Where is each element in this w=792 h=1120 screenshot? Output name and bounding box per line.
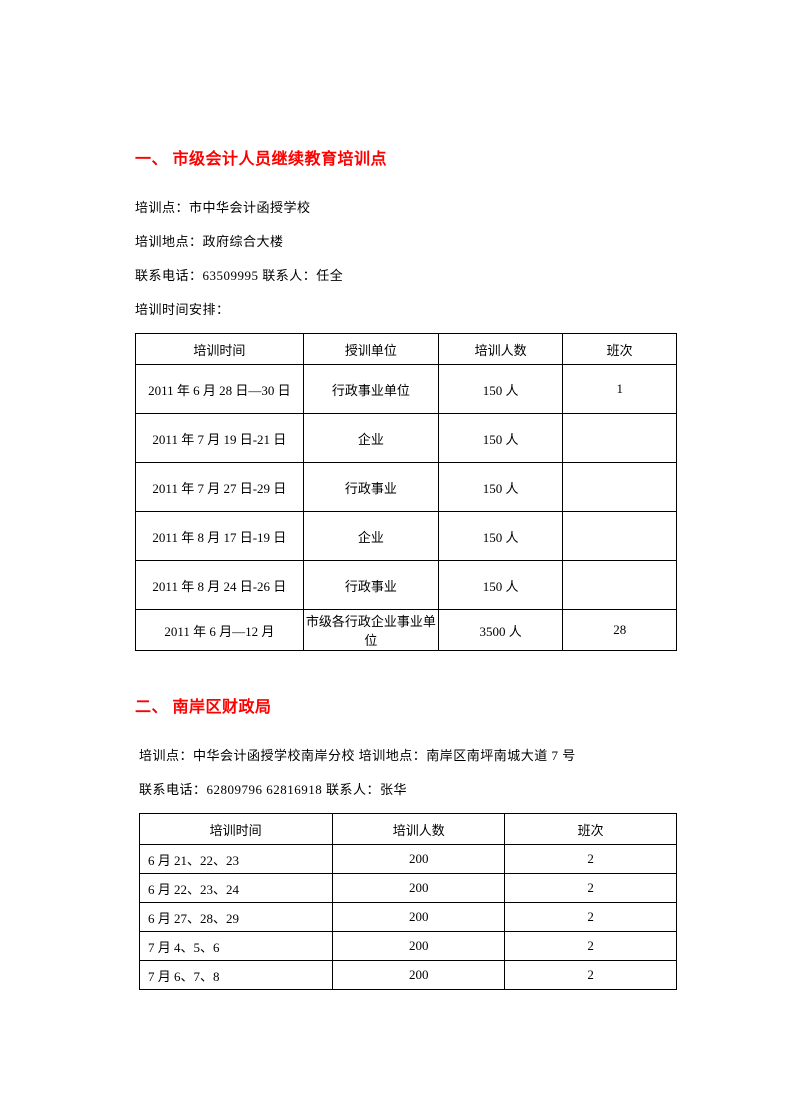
table-row: 2011 年 7 月 19 日-21 日 企业 150 人 xyxy=(136,414,677,463)
table-row: 6 月 22、23、24 200 2 xyxy=(140,874,677,903)
cell: 行政事业单位 xyxy=(303,365,438,414)
cell: 6 月 22、23、24 xyxy=(140,874,333,903)
cell xyxy=(563,512,677,561)
cell: 150 人 xyxy=(438,561,562,610)
table-row: 2011 年 8 月 17 日-19 日 企业 150 人 xyxy=(136,512,677,561)
table-row: 2011 年 7 月 27 日-29 日 行政事业 150 人 xyxy=(136,463,677,512)
th-class: 班次 xyxy=(505,814,677,845)
table-row: 6 月 21、22、23 200 2 xyxy=(140,845,677,874)
cell: 1 xyxy=(563,365,677,414)
table-header-row: 培训时间 授训单位 培训人数 班次 xyxy=(136,334,677,365)
cell: 2 xyxy=(505,903,677,932)
cell: 150 人 xyxy=(438,512,562,561)
cell: 200 xyxy=(333,932,505,961)
cell: 市级各行政企业事业单位 xyxy=(303,610,438,651)
th-time: 培训时间 xyxy=(136,334,304,365)
th-unit: 授训单位 xyxy=(303,334,438,365)
section2: 二、 南岸区财政局 培训点：中华会计函授学校南岸分校 培训地点：南岸区南坪南城大… xyxy=(135,693,677,990)
table-row: 7 月 4、5、6 200 2 xyxy=(140,932,677,961)
cell: 6 月 21、22、23 xyxy=(140,845,333,874)
cell: 150 人 xyxy=(438,414,562,463)
cell: 2 xyxy=(505,845,677,874)
cell xyxy=(563,414,677,463)
section1-contact: 联系电话：63509995 联系人：任全 xyxy=(135,265,677,284)
table-row: 6 月 27、28、29 200 2 xyxy=(140,903,677,932)
cell: 200 xyxy=(333,961,505,990)
cell: 2011 年 7 月 19 日-21 日 xyxy=(136,414,304,463)
table-row: 2011 年 8 月 24 日-26 日 行政事业 150 人 xyxy=(136,561,677,610)
cell xyxy=(563,463,677,512)
th-class: 班次 xyxy=(563,334,677,365)
cell: 200 xyxy=(333,874,505,903)
th-count: 培训人数 xyxy=(438,334,562,365)
cell: 2 xyxy=(505,961,677,990)
section2-training-point-location: 培训点：中华会计函授学校南岸分校 培训地点：南岸区南坪南城大道 7 号 xyxy=(139,745,677,764)
cell: 行政事业 xyxy=(303,561,438,610)
cell: 7 月 4、5、6 xyxy=(140,932,333,961)
section1-table: 培训时间 授训单位 培训人数 班次 2011 年 6 月 28 日—30 日 行… xyxy=(135,333,677,651)
section1-training-location: 培训地点：政府综合大楼 xyxy=(135,231,677,250)
table-row: 7 月 6、7、8 200 2 xyxy=(140,961,677,990)
cell: 2011 年 7 月 27 日-29 日 xyxy=(136,463,304,512)
section2-contact: 联系电话：62809796 62816918 联系人：张华 xyxy=(139,779,677,798)
cell: 28 xyxy=(563,610,677,651)
cell: 2 xyxy=(505,874,677,903)
cell: 2011 年 6 月 28 日—30 日 xyxy=(136,365,304,414)
cell: 150 人 xyxy=(438,463,562,512)
cell: 2011 年 8 月 17 日-19 日 xyxy=(136,512,304,561)
cell xyxy=(563,561,677,610)
section2-table: 培训时间 培训人数 班次 6 月 21、22、23 200 2 6 月 22、2… xyxy=(139,813,677,990)
cell: 2011 年 6 月—12 月 xyxy=(136,610,304,651)
cell: 2 xyxy=(505,932,677,961)
cell: 企业 xyxy=(303,512,438,561)
cell: 150 人 xyxy=(438,365,562,414)
th-time: 培训时间 xyxy=(140,814,333,845)
cell: 7 月 6、7、8 xyxy=(140,961,333,990)
section1-heading: 一、 市级会计人员继续教育培训点 xyxy=(135,145,677,169)
table-row: 2011 年 6 月 28 日—30 日 行政事业单位 150 人 1 xyxy=(136,365,677,414)
table-row: 2011 年 6 月—12 月 市级各行政企业事业单位 3500 人 28 xyxy=(136,610,677,651)
section2-heading: 二、 南岸区财政局 xyxy=(135,693,677,717)
table-header-row: 培训时间 培训人数 班次 xyxy=(140,814,677,845)
cell: 行政事业 xyxy=(303,463,438,512)
cell: 6 月 27、28、29 xyxy=(140,903,333,932)
cell: 2011 年 8 月 24 日-26 日 xyxy=(136,561,304,610)
document-page: 一、 市级会计人员继续教育培训点 培训点：市中华会计函授学校 培训地点：政府综合… xyxy=(0,0,792,990)
section1-schedule-label: 培训时间安排： xyxy=(135,299,677,318)
cell: 企业 xyxy=(303,414,438,463)
cell: 200 xyxy=(333,903,505,932)
cell: 3500 人 xyxy=(438,610,562,651)
th-count: 培训人数 xyxy=(333,814,505,845)
section1-training-point: 培训点：市中华会计函授学校 xyxy=(135,197,677,216)
cell: 200 xyxy=(333,845,505,874)
